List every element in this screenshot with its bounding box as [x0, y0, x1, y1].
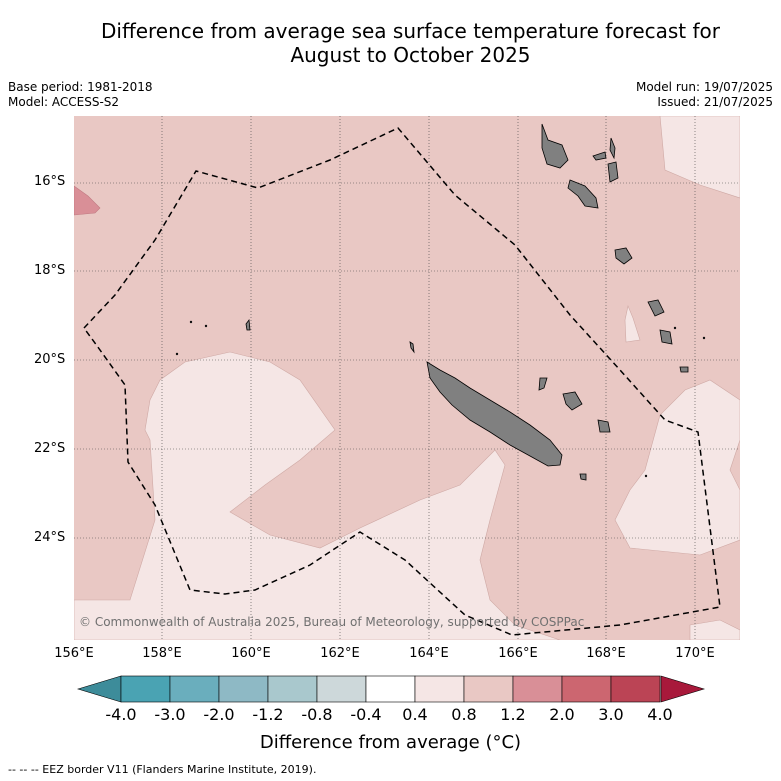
x-tick-label: 160°E	[231, 646, 271, 661]
loyalty-lifou	[562, 391, 583, 411]
colorbar-tick-label: 3.0	[598, 705, 624, 724]
anomaly-zone-0.4-0.8-east-strip	[624, 304, 641, 343]
vanuatu-tanna	[659, 329, 673, 345]
vanuatu-espiritu-santo	[541, 123, 569, 169]
colorbar	[76, 675, 706, 703]
vanuatu-erromango	[647, 299, 665, 317]
anomaly-zone-1.2-2.0-west	[74, 185, 101, 216]
x-tick-label: 168°E	[586, 646, 626, 661]
colorbar-tick-label: -0.4	[350, 705, 382, 724]
colorbar-tick-label: 0.4	[402, 705, 428, 724]
colorbar-tick-label: 4.0	[647, 705, 673, 724]
eez-border	[83, 127, 721, 636]
colorbar-tick-label: -4.0	[105, 705, 137, 724]
anomaly-zone-0.4-0.8-northeast	[659, 116, 740, 199]
y-tick-label: 20°S	[34, 352, 66, 367]
title-line-2: August to October 2025	[290, 43, 531, 67]
colorbar-box	[561, 675, 612, 703]
colorbar-box	[512, 675, 563, 703]
map-title: Difference from average sea surface temp…	[40, 19, 781, 67]
isle-of-pines	[579, 473, 587, 481]
x-tick-label: 166°E	[498, 646, 538, 661]
colorbar-high-extension	[660, 675, 706, 703]
colorbar-low-extension	[76, 675, 122, 703]
vanuatu-island-maewo	[592, 151, 607, 161]
colorbar-box	[463, 675, 514, 703]
colorbar-title: Difference from average (°C)	[259, 732, 522, 753]
colorbar-tick-label: -1.2	[252, 705, 284, 724]
colorbar-box	[610, 675, 661, 703]
anomaly-zone-0.4-0.8-southwest	[74, 351, 561, 640]
land-masses	[175, 123, 706, 481]
colorbar-tick-label: -0.8	[301, 705, 333, 724]
vanuatu-malakula	[567, 179, 599, 209]
loyalty-mare	[597, 419, 611, 433]
colorbar-tick-label: -2.0	[203, 705, 235, 724]
issued-date: Issued: 21/07/2025	[657, 95, 773, 109]
colorbar-box	[169, 675, 220, 703]
anomaly-zone-0.4-0.8-south-edge	[689, 619, 740, 640]
colorbar-box	[267, 675, 318, 703]
anomaly-zone-0.4-0.8-southeast	[614, 379, 740, 556]
colorbar-box	[414, 675, 465, 703]
belep-islands	[409, 341, 415, 354]
colorbar-box	[316, 675, 367, 703]
new-caledonia-island	[426, 361, 563, 467]
vanuatu-island-pentecost	[609, 137, 616, 160]
x-tick-label: 170°E	[675, 646, 715, 661]
x-tick-label: 158°E	[142, 646, 182, 661]
colorbar-tick-label: -3.0	[154, 705, 186, 724]
graticule	[74, 116, 740, 640]
loyalty-ouvea	[538, 377, 548, 391]
colorbar-box	[120, 675, 171, 703]
model-name: Model: ACCESS-S2	[8, 95, 120, 109]
eez-footnote: -- -- -- EEZ border V11 (Flanders Marine…	[8, 763, 317, 776]
y-tick-label: 22°S	[34, 441, 66, 456]
x-tick-label: 162°E	[320, 646, 360, 661]
base-period: Base period: 1981-2018	[8, 80, 153, 94]
colorbar-tick-label: 0.8	[451, 705, 477, 724]
left-metadata: Base period: 1981-2018 Model: ACCESS-S2	[8, 80, 153, 110]
copyright-notice: © Commonwealth of Australia 2025, Bureau…	[79, 615, 585, 629]
colorbar-tick-label: 2.0	[549, 705, 575, 724]
vanuatu-ambrym	[607, 161, 619, 183]
vanuatu-aneityum	[679, 366, 689, 373]
chesterfield-reef	[245, 318, 251, 331]
colorbar-box	[218, 675, 269, 703]
title-line-1: Difference from average sea surface temp…	[100, 19, 720, 43]
right-metadata: Model run: 19/07/2025 Issued: 21/07/2025	[636, 80, 773, 110]
model-run-date: Model run: 19/07/2025	[635, 80, 773, 94]
colorbar-box	[365, 675, 416, 703]
colorbar-tick-label: 1.2	[500, 705, 526, 724]
y-tick-label: 24°S	[34, 530, 66, 545]
y-tick-label: 16°S	[34, 174, 66, 189]
x-tick-label: 156°E	[54, 646, 94, 661]
vanuatu-efate	[614, 247, 633, 265]
x-tick-label: 164°E	[409, 646, 449, 661]
y-tick-label: 18°S	[34, 263, 66, 278]
colorbar-boxes	[120, 675, 661, 703]
